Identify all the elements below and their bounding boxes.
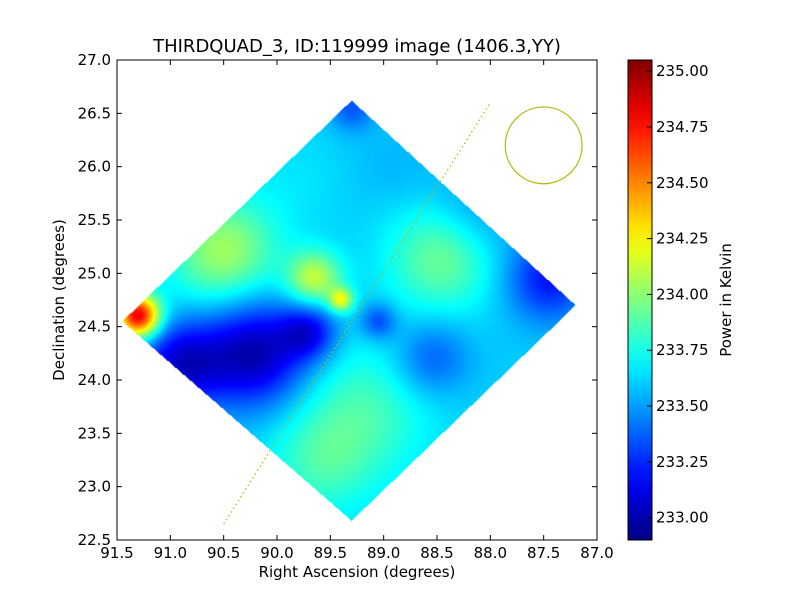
colorbar-tick-label: 234.75 — [656, 118, 709, 136]
x-tick-label: 89.0 — [367, 544, 400, 562]
axes-frame — [116, 59, 598, 541]
y-tick-label: 23.5 — [78, 424, 111, 442]
x-axis-label: Right Ascension (degrees) — [259, 563, 456, 581]
x-tick-label: 89.5 — [314, 544, 347, 562]
colorbar-frame — [627, 59, 653, 541]
x-tick-label: 90.5 — [207, 544, 240, 562]
colorbar-tick-label: 235.00 — [656, 62, 709, 80]
x-tick-label: 88.0 — [474, 544, 507, 562]
y-tick-label: 23.0 — [78, 478, 111, 496]
y-tick-label: 25.0 — [78, 264, 111, 282]
x-tick-label: 91.5 — [100, 544, 133, 562]
plot-area — [117, 60, 597, 540]
overlay-layer — [223, 102, 583, 525]
x-tick-label: 91.0 — [154, 544, 187, 562]
y-axis-ticks: 22.5 23.0 23.5 24.0 24.5 25.0 25.5 26.0 26.5 27.0 — [78, 51, 597, 549]
colorbar-tick-label: 233.75 — [656, 341, 709, 359]
colorbar-tick-label: 233.50 — [656, 397, 709, 415]
chart-title: THIRDQUAD_3, ID:119999 image (1406.3,YY) — [152, 36, 561, 57]
y-tick-label: 24.0 — [78, 371, 111, 389]
colorbar-tick-label: 233.25 — [656, 453, 709, 471]
y-tick-label: 22.5 — [78, 531, 111, 549]
x-tick-label: 87.0 — [580, 544, 613, 562]
y-tick-label: 26.0 — [78, 158, 111, 176]
y-tick-label: 26.5 — [78, 104, 111, 122]
colorbar-tick-label: 234.00 — [656, 285, 709, 303]
y-tick-label: 25.5 — [78, 211, 111, 229]
x-tick-label: 90.0 — [260, 544, 293, 562]
x-tick-label: 87.5 — [527, 544, 560, 562]
colorbar-label: Power in Kelvin — [717, 243, 735, 357]
heatmap-image — [117, 60, 597, 540]
x-tick-label: 88.5 — [420, 544, 453, 562]
colorbar: 233.00 233.25 233.50 233.75 234.00 234.25 234.… — [627, 59, 735, 541]
y-tick-label: 27.0 — [78, 51, 111, 69]
y-axis-label: Declination (degrees) — [50, 219, 68, 381]
colorbar-ticks: 233.00 233.25 233.50 233.75 234.00 234.25 234.… — [647, 62, 709, 527]
colorbar-tick-label: 234.50 — [656, 174, 709, 192]
x-axis-ticks: 91.5 91.0 90.5 90.0 89.5 89.0 88.5 88.0 87.5 87.0 — [100, 60, 614, 562]
beam-circle — [504, 106, 583, 185]
y-tick-label: 24.5 — [78, 318, 111, 336]
colorbar-gradient — [628, 60, 652, 540]
colorbar-tick-label: 233.00 — [656, 509, 709, 527]
colorbar-tick-label: 234.25 — [656, 230, 709, 248]
